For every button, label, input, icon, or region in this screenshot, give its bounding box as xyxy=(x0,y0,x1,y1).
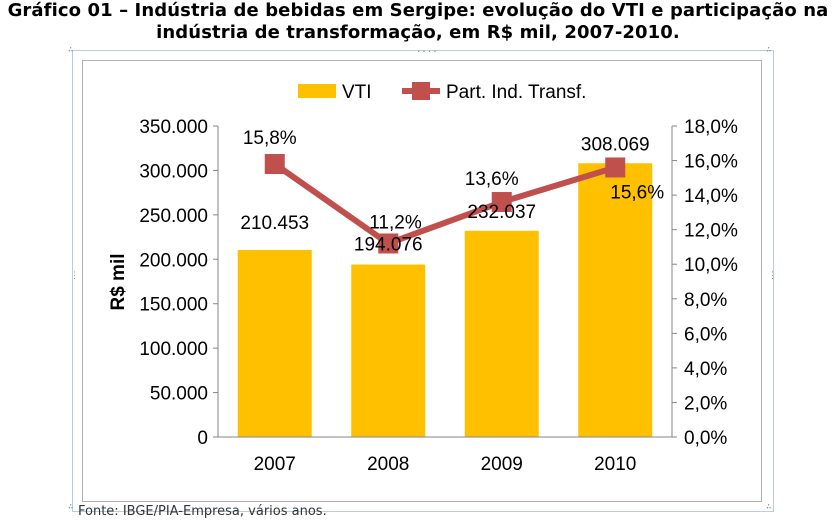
x-tick-label: 2007 xyxy=(254,454,296,475)
bar-data-label: 194.076 xyxy=(354,235,423,256)
plot-area-border xyxy=(82,60,762,502)
resize-handle-top-right[interactable]: ∴ xyxy=(766,45,772,55)
y2-tick-label: 6,0% xyxy=(684,324,727,345)
y2-tick-label: 4,0% xyxy=(684,359,727,380)
y-tick-label: 350.000 xyxy=(139,117,208,138)
line-marker xyxy=(491,192,512,213)
resize-handle-right[interactable]: ⋮ xyxy=(768,271,777,281)
legend-swatch-vti xyxy=(298,84,336,98)
y2-tick-label: 0,0% xyxy=(684,428,727,449)
x-tick-label: 2010 xyxy=(594,454,636,475)
y-tick-label: 250.000 xyxy=(139,206,208,227)
bar-data-label: 210.453 xyxy=(240,213,309,234)
resize-handle-bottom-right[interactable]: ∴ xyxy=(766,502,772,512)
line-marker xyxy=(605,157,626,178)
title-line-2: indústria de transformação, em R$ mil, 2… xyxy=(156,22,680,43)
source-note: Fonte: IBGE/PIA-Empresa, vários anos. xyxy=(78,504,327,519)
bar-vti xyxy=(351,264,426,437)
y-tick-label: 150.000 xyxy=(139,295,208,316)
y-tick-label: 100.000 xyxy=(139,339,208,360)
bar-vti xyxy=(464,230,539,437)
y2-tick-label: 10,0% xyxy=(684,255,738,276)
line-data-label: 11,2% xyxy=(369,212,422,233)
y-tick-label: 200.000 xyxy=(139,250,208,271)
line-marker xyxy=(264,154,285,175)
bar-vti xyxy=(578,163,653,438)
y2-tick-label: 8,0% xyxy=(684,290,727,311)
line-part-ind-transf xyxy=(273,161,617,247)
line-marker xyxy=(378,233,399,254)
y-tick-label: 50.000 xyxy=(150,384,208,405)
line-data-label: 15,6% xyxy=(610,182,664,203)
y2-tick-label: 18,0% xyxy=(684,117,738,138)
legend-label-part: Part. Ind. Transf. xyxy=(446,82,586,103)
resize-handle-top[interactable]: .... xyxy=(416,45,438,55)
resize-handle-bottom-left[interactable]: ∴ xyxy=(68,502,74,512)
x-tick-label: 2009 xyxy=(481,454,523,475)
line-data-label: 13,6% xyxy=(465,169,519,190)
legend-label-vti: VTI xyxy=(342,82,372,103)
title-line-1: Gráfico 01 – Indústria de bebidas em Ser… xyxy=(7,0,829,21)
y-tick-label: 0 xyxy=(197,428,208,449)
y2-tick-label: 14,0% xyxy=(684,186,738,207)
resize-handle-left[interactable]: ⋮ xyxy=(70,271,79,281)
y2-tick-label: 12,0% xyxy=(684,221,738,242)
chart-title: Gráfico 01 – Indústria de bebidas em Ser… xyxy=(0,0,836,44)
bar-data-label: 232.037 xyxy=(467,202,536,223)
x-tick-label: 2008 xyxy=(367,454,409,475)
bar-vti xyxy=(237,249,312,437)
y-tick-label: 300.000 xyxy=(139,161,208,182)
resize-handle-top-left[interactable]: ∴ xyxy=(68,45,74,55)
y-axis-title: R$ mil xyxy=(108,253,129,310)
y2-tick-label: 16,0% xyxy=(684,152,738,173)
legend-marker-part xyxy=(412,82,430,100)
bar-data-label: 308.069 xyxy=(581,134,650,155)
y2-tick-label: 2,0% xyxy=(684,393,727,414)
line-data-label: 15,8% xyxy=(243,128,297,149)
